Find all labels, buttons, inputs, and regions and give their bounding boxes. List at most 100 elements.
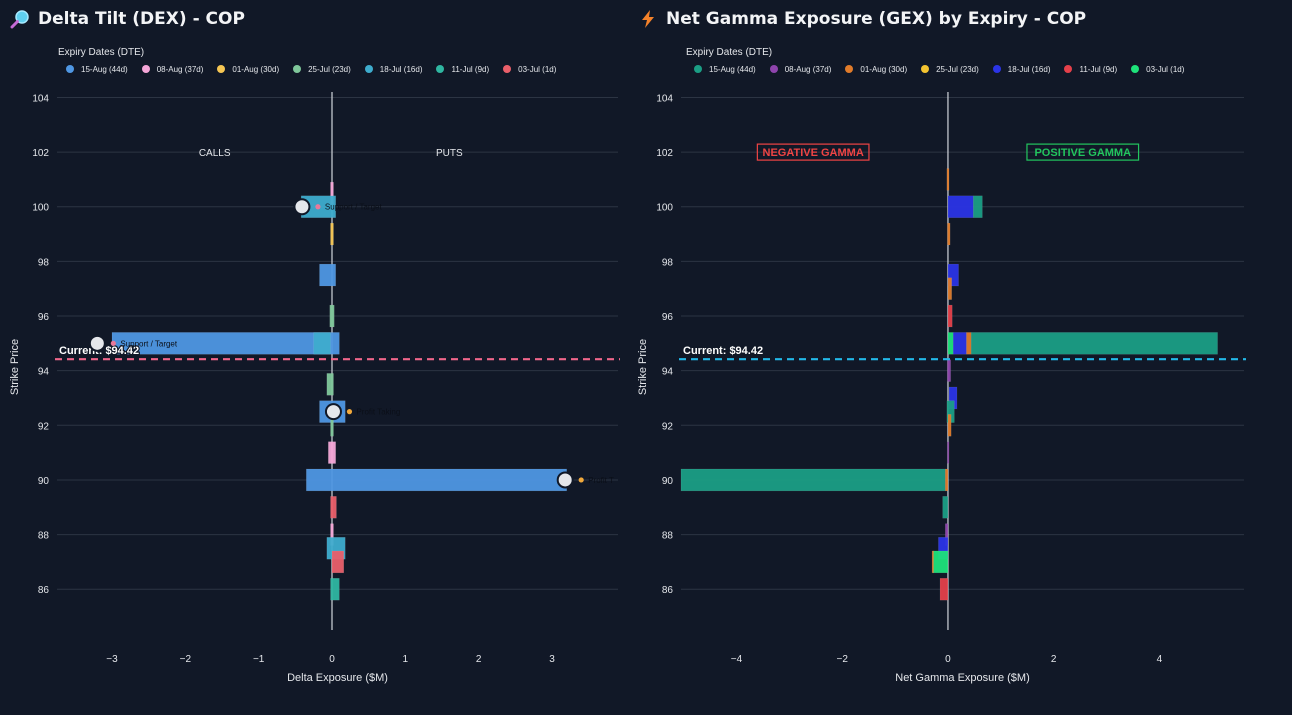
x-tick-label: −2 [837,654,849,665]
calls-label: CALLS [199,148,231,159]
legend-dot-icon [845,65,854,73]
legend-label: 18-Jul (16d) [1007,64,1051,74]
legend-item[interactable]: 01-Aug (30d) [845,65,907,74]
annotation-marker [324,403,342,421]
legend-item[interactable]: 01-Aug (30d) [217,65,279,74]
legend-dot-icon [66,65,74,73]
legend-label: 18-Jul (16d) [379,64,423,74]
positive-gamma-label: POSITIVE GAMMA [1034,147,1131,159]
y-tick-label: 90 [662,476,674,487]
x-tick-label: 4 [1157,654,1163,665]
annotation-marker [88,334,106,352]
legend-dot-icon [1064,65,1073,73]
annotation-label: Profit T [588,476,614,485]
bar [329,304,335,328]
bar [952,332,967,355]
bar [947,263,959,287]
gex-title-text: Net Gamma Exposure (GEX) by Expiry - COP [666,9,1087,29]
y-tick-label: 92 [662,421,674,432]
bar [970,332,1218,355]
y-tick-label: 102 [656,148,673,159]
legend-dot-icon [694,65,702,73]
y-tick-label: 104 [32,93,49,104]
legend-item[interactable]: 08-Aug (37d) [141,64,204,74]
legend-item[interactable]: 25-Jul (23d) [921,65,979,74]
dex-title-text: Delta Tilt (DEX) - COP [38,9,245,29]
legend-item[interactable]: 03-Jul (1d) [503,65,556,74]
dex-legend: 15-Aug (44d) 08-Aug (37d) 01-Aug (30d) 25-J… [66,63,570,75]
bar [942,496,949,519]
bar [947,222,951,246]
y-tick-label: 98 [662,257,674,268]
positive-gamma-label-box [1026,143,1140,161]
bar [331,550,344,574]
legend-label: 11-Jul (9d) [451,64,490,74]
legend-item[interactable]: 11-Jul (9d) [1064,65,1117,74]
legend-item[interactable]: 25-Jul (23d) [293,65,351,74]
x-tick-label: −4 [731,654,743,665]
legend-item[interactable]: 08-Aug (37d) [769,64,832,74]
legend-item[interactable]: 18-Jul (16d) [364,64,423,74]
x-tick-label: 3 [549,654,555,665]
y-tick-label: 88 [662,531,674,542]
legend-label: 11-Jul (9d) [1079,64,1118,74]
bar [306,468,567,492]
legend-label: 08-Aug (37d) [156,64,204,74]
y-tick-label: 92 [38,421,50,432]
moneybag-icon [346,409,353,415]
bar [947,195,974,218]
bar [947,414,952,437]
y-tick-label: 86 [38,585,50,596]
legend-label: 01-Aug (30d) [232,64,280,74]
legend-label: 01-Aug (30d) [860,64,908,74]
pin-icon [110,340,116,346]
gex-legend: 15-Aug (44d) 08-Aug (37d) 01-Aug (30d) 25-J… [694,63,1198,75]
puts-label: PUTS [436,148,463,159]
legend-item[interactable]: 15-Aug (44d) [694,65,756,74]
negative-gamma-label-box [756,143,870,161]
dex-title: Delta Tilt (DEX) - COP [10,6,245,32]
current-price-label: Current: $94.42 [683,345,763,357]
legend-label: 03-Jul (1d) [1146,64,1185,74]
gex-legend-title: Expiry Dates (DTE) [686,47,773,58]
magnifier-icon [10,10,29,29]
bar [330,578,340,601]
annotation-label: Support / Target [325,203,383,212]
bar [973,195,983,218]
legend-item[interactable]: 03-Jul (1d) [1131,65,1184,74]
legend-label: 25-Jul (23d) [936,64,979,74]
bar [330,496,337,519]
x-tick-label: −2 [180,654,192,665]
legend-dot-icon [503,65,512,73]
legend-label: 08-Aug (37d) [784,64,832,74]
legend-label: 15-Aug (44d) [81,64,128,74]
gex-chart: 86 88 90 92 94 96 98 100 102 104 −4 −2 0 2 4 Current: $… [637,92,1246,684]
legend-dot-icon [436,65,445,73]
legend-label: 15-Aug (44d) [709,64,756,74]
legend-dot-icon [293,65,302,73]
dex-legend-title: Expiry Dates (DTE) [58,47,145,58]
legend-item[interactable]: 15-Aug (44d) [66,65,128,74]
negative-gamma-label: NEGATIVE GAMMA [763,147,864,159]
y-tick-label: 90 [38,476,50,487]
y-tick-label: 96 [662,312,674,323]
legend-dot-icon [141,65,150,73]
annotation-marker [293,198,311,216]
legend-label: 03-Jul (1d) [518,64,557,74]
legend-dot-icon [769,65,778,73]
legend-dot-icon [217,65,226,73]
bar [945,468,949,492]
x-tick-label: −1 [253,654,265,665]
legend-item[interactable]: 18-Jul (16d) [992,64,1051,74]
x-tick-label: 1 [403,654,409,665]
bar [947,304,953,328]
legend-item[interactable]: 11-Jul (9d) [436,65,489,74]
y-tick-label: 104 [656,93,673,104]
bar [330,222,334,246]
bar [680,468,946,492]
y-tick-label: 94 [662,367,674,378]
y-tick-label: 88 [38,531,50,542]
annotation-marker [556,471,574,489]
bar [966,332,972,355]
